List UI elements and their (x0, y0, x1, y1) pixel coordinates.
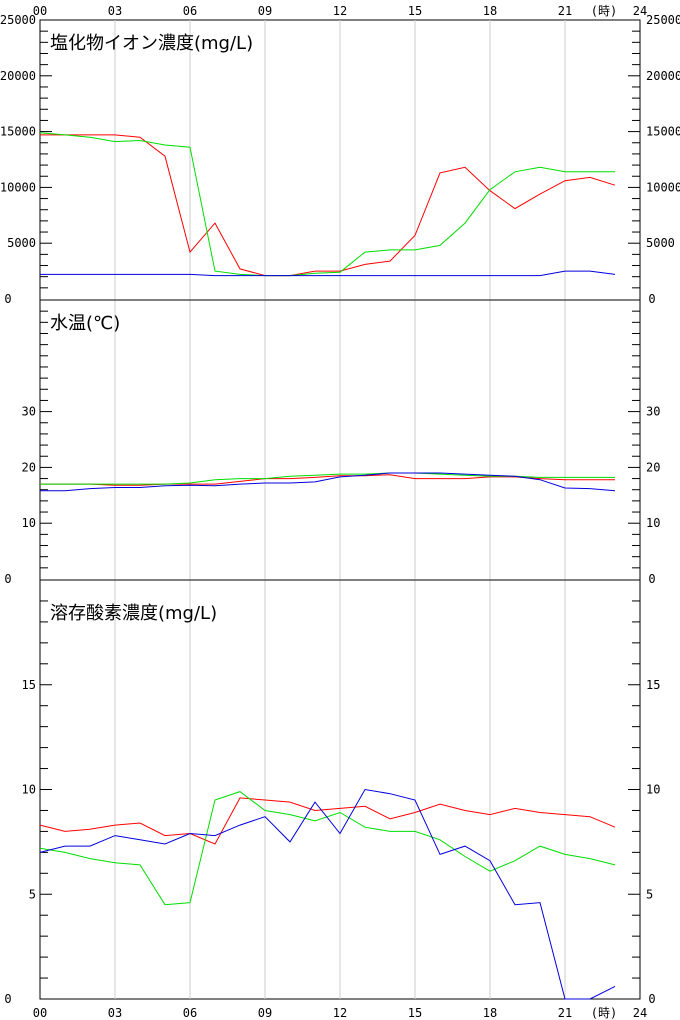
x-tick-label-top: 00 (33, 4, 47, 18)
x-tick-label-bottom: 15 (408, 1006, 422, 1020)
x-unit-label-bottom: (時) (591, 1006, 617, 1020)
x-tick-label-top: 12 (333, 4, 347, 18)
y-tick-label-left-chloride: 20000 (0, 69, 36, 83)
chloride-series-1-line (40, 134, 616, 277)
x-tick-label-top: 15 (408, 4, 422, 18)
chloride-series-3-line (40, 270, 616, 277)
y-tick-label-left-chloride: 15000 (0, 125, 36, 139)
dissolved-oxygen-series-3-line (39, 788, 616, 1000)
x-unit-label-top: (時) (591, 4, 617, 18)
y-tick-label-right-chloride: 15000 (646, 125, 680, 139)
dissolved-oxygen-series-1-line (39, 797, 616, 845)
x-tick-label-bottom: 03 (108, 1006, 122, 1020)
y-zero-label-left-dissolved-oxygen: 0 (4, 992, 11, 1006)
y-tick-label-right-water-temp: 30 (646, 405, 660, 419)
y-tick-label-right-dissolved-oxygen: 10 (646, 783, 660, 797)
y-tick-label-left-water-temp: 30 (22, 405, 36, 419)
x-tick-label-bottom: 06 (183, 1006, 197, 1020)
y-tick-label-right-water-temp: 10 (646, 516, 660, 530)
x-tick-label-top: 03 (108, 4, 122, 18)
x-tick-label-top: 09 (258, 4, 272, 18)
y-tick-label-left-dissolved-oxygen: 5 (29, 887, 36, 901)
x-tick-label-bottom: 24 (633, 1006, 647, 1020)
y-zero-label-left-chloride: 0 (4, 292, 11, 306)
y-tick-label-right-chloride: 25000 (646, 13, 680, 27)
y-tick-label-left-water-temp: 10 (22, 516, 36, 530)
y-tick-label-right-chloride: 5000 (646, 236, 675, 250)
y-tick-label-right-water-temp: 20 (646, 460, 660, 474)
x-tick-label-bottom: 00 (33, 1006, 47, 1020)
x-tick-label-bottom: 18 (483, 1006, 497, 1020)
y-zero-label-right-chloride: 0 (648, 292, 655, 306)
y-zero-label-right-water-temp: 0 (648, 572, 655, 586)
dissolved-oxygen-title: 溶存酸素濃度(mg/L) (50, 603, 217, 624)
y-zero-label-left-water-temp: 0 (4, 572, 11, 586)
chloride-title: 塩化物イオン濃度(mg/L) (50, 33, 253, 54)
y-tick-label-right-chloride: 10000 (646, 180, 680, 194)
x-tick-label-top: 06 (183, 4, 197, 18)
y-zero-label-right-dissolved-oxygen: 0 (648, 992, 655, 1006)
water-temp-title: 水温(℃) (50, 313, 120, 334)
x-tick-label-top: 21 (558, 4, 572, 18)
x-tick-label-bottom: 21 (558, 1006, 572, 1020)
y-tick-label-left-chloride: 10000 (0, 180, 36, 194)
y-tick-label-left-chloride: 5000 (7, 236, 36, 250)
x-tick-label-bottom: 12 (333, 1006, 347, 1020)
y-tick-label-right-dissolved-oxygen: 5 (646, 887, 653, 901)
y-tick-label-left-dissolved-oxygen: 15 (22, 678, 36, 692)
y-tick-label-left-water-temp: 20 (22, 460, 36, 474)
x-tick-label-top: 18 (483, 4, 497, 18)
x-tick-label-top: 24 (633, 4, 647, 18)
y-tick-label-left-dissolved-oxygen: 10 (22, 783, 36, 797)
water-temp-series-3-line (40, 472, 616, 492)
dissolved-oxygen-series-2-line (39, 791, 616, 906)
y-tick-label-right-dissolved-oxygen: 15 (646, 678, 660, 692)
x-tick-label-bottom: 09 (258, 1006, 272, 1020)
y-tick-label-left-chloride: 25000 (0, 13, 36, 27)
y-tick-label-right-chloride: 20000 (646, 69, 680, 83)
chloride-series-2-line (39, 132, 615, 277)
